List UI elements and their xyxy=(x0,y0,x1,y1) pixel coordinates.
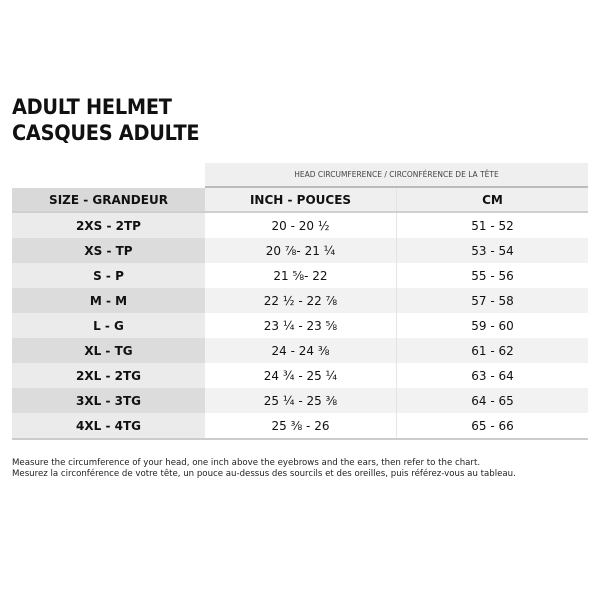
cm-cell: 63 - 64 xyxy=(397,363,588,388)
inch-cell: 22 ½ - 22 ⅞ xyxy=(205,288,397,313)
size-cell: XL - TG xyxy=(12,338,205,363)
column-header-inch: INCH - POUCES xyxy=(205,188,397,211)
table-row: 3XL - 3TG 25 ¼ - 25 ⅜ 64 - 65 xyxy=(12,388,588,413)
column-header-row: SIZE - GRANDEUR INCH - POUCES CM xyxy=(12,188,588,213)
column-header-cm: CM xyxy=(397,188,588,211)
column-header-size: SIZE - GRANDEUR xyxy=(12,188,205,211)
size-cell: 3XL - 3TG xyxy=(12,388,205,413)
table-row: XL - TG 24 - 24 ⅜ 61 - 62 xyxy=(12,338,588,363)
inch-cell: 21 ⅝- 22 xyxy=(205,263,397,288)
cm-cell: 55 - 56 xyxy=(397,263,588,288)
table-row: S - P 21 ⅝- 22 55 - 56 xyxy=(12,263,588,288)
inch-cell: 23 ¼ - 23 ⅝ xyxy=(205,313,397,338)
table-row: 2XL - 2TG 24 ¾ - 25 ¼ 63 - 64 xyxy=(12,363,588,388)
table-row: 4XL - 4TG 25 ⅜ - 26 65 - 66 xyxy=(12,413,588,438)
inch-cell: 20 - 20 ½ xyxy=(205,213,397,238)
table-row: M - M 22 ½ - 22 ⅞ 57 - 58 xyxy=(12,288,588,313)
size-cell: M - M xyxy=(12,288,205,313)
size-cell: 2XS - 2TP xyxy=(12,213,205,238)
size-chart-table: HEAD CIRCUMFERENCE / CIRCONFÉRENCE DE LA… xyxy=(12,163,588,440)
size-cell: 2XL - 2TG xyxy=(12,363,205,388)
page-title: ADULT HELMET CASQUES ADULTE xyxy=(12,94,216,146)
inch-cell: 24 - 24 ⅜ xyxy=(205,338,397,363)
size-cell: 4XL - 4TG xyxy=(12,413,205,438)
measurement-note: Measure the circumference of your head, … xyxy=(12,458,516,480)
table-row: L - G 23 ¼ - 23 ⅝ 59 - 60 xyxy=(12,313,588,338)
cm-cell: 61 - 62 xyxy=(397,338,588,363)
title-en: ADULT HELMET xyxy=(12,95,172,119)
group-header-row: HEAD CIRCUMFERENCE / CIRCONFÉRENCE DE LA… xyxy=(12,163,588,188)
size-cell: L - G xyxy=(12,313,205,338)
cm-cell: 59 - 60 xyxy=(397,313,588,338)
note-en: Measure the circumference of your head, … xyxy=(12,458,481,468)
size-cell: S - P xyxy=(12,263,205,288)
note-fr: Mesurez la circonférence de votre tête, … xyxy=(12,469,516,479)
table-row: 2XS - 2TP 20 - 20 ½ 51 - 52 xyxy=(12,213,588,238)
cm-cell: 57 - 58 xyxy=(397,288,588,313)
inch-cell: 20 ⅞- 21 ¼ xyxy=(205,238,397,263)
size-cell: XS - TP xyxy=(12,238,205,263)
cm-cell: 64 - 65 xyxy=(397,388,588,413)
inch-cell: 25 ¼ - 25 ⅜ xyxy=(205,388,397,413)
cm-cell: 65 - 66 xyxy=(397,413,588,438)
inch-cell: 24 ¾ - 25 ¼ xyxy=(205,363,397,388)
group-header: HEAD CIRCUMFERENCE / CIRCONFÉRENCE DE LA… xyxy=(205,163,588,188)
table-row: XS - TP 20 ⅞- 21 ¼ 53 - 54 xyxy=(12,238,588,263)
table-bottom-rule xyxy=(12,438,588,440)
cm-cell: 51 - 52 xyxy=(397,213,588,238)
inch-cell: 25 ⅜ - 26 xyxy=(205,413,397,438)
title-fr: CASQUES ADULTE xyxy=(12,121,200,145)
cm-cell: 53 - 54 xyxy=(397,238,588,263)
